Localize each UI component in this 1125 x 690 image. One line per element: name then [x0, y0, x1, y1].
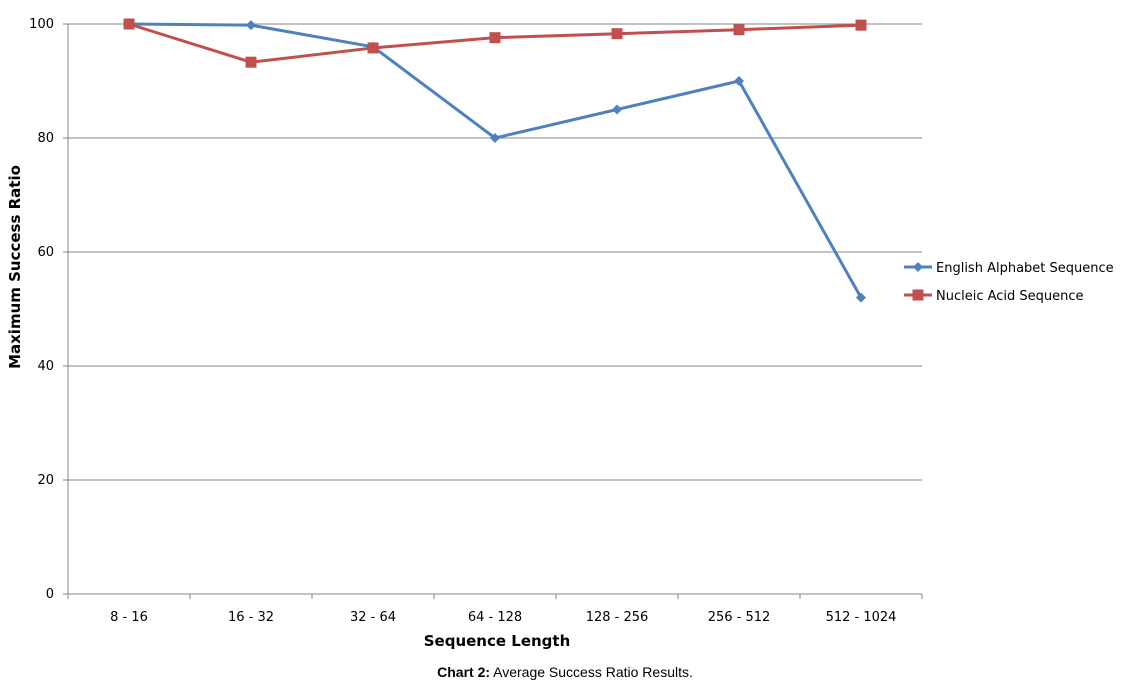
gridlines: [68, 23, 922, 481]
x-axis-title: Sequence Length: [424, 632, 571, 650]
caption-text: Average Success Ratio Results.: [490, 664, 693, 680]
legend-label: Nucleic Acid Sequence: [936, 289, 1084, 304]
data-point: [246, 20, 256, 31]
data-point: [734, 76, 744, 86]
series-line: [128, 22, 863, 299]
x-tick-label: 16 - 32: [228, 610, 274, 625]
data-point: [490, 133, 500, 143]
x-tick-labels: 8 - 16 16 - 32 32 - 64 64 - 128 128 - 256 256…: [110, 610, 896, 625]
data-point: [733, 24, 745, 36]
data-point: [123, 18, 135, 30]
series-nucleic-acid-sequence: [123, 18, 867, 68]
y-tick-label: 100: [29, 17, 54, 32]
series-lines: [123, 18, 867, 303]
series-english-alphabet-sequence: [124, 19, 866, 303]
legend-marker: [913, 262, 923, 272]
legend-marker: [912, 289, 924, 301]
x-tick-label: 256 - 512: [708, 610, 771, 625]
caption-label: Chart 2:: [437, 664, 491, 680]
legend-item-nucleic-acid-sequence: Nucleic Acid Sequence: [904, 289, 1084, 304]
y-tick-labels: 0 20 40 60 80 100: [29, 17, 54, 602]
data-point: [856, 292, 866, 303]
y-axis-title: Maximum Success Ratio: [6, 165, 24, 369]
y-tick-label: 60: [37, 245, 54, 260]
data-point: [245, 56, 257, 68]
data-point: [489, 32, 501, 44]
x-tick-label: 32 - 64: [350, 610, 396, 625]
x-tick-label: 512 - 1024: [826, 610, 897, 625]
data-point: [367, 42, 379, 54]
y-tick-label: 80: [37, 131, 54, 146]
legend: English Alphabet Sequence Nucleic Acid Se…: [904, 261, 1114, 304]
legend-item-english-alphabet-sequence: English Alphabet Sequence: [904, 261, 1114, 276]
data-point: [612, 104, 622, 115]
data-point: [855, 19, 867, 31]
y-tick-label: 40: [37, 359, 54, 374]
y-tick-label: 20: [37, 473, 54, 488]
axes: [63, 23, 923, 599]
legend-label: English Alphabet Sequence: [936, 261, 1114, 276]
chart-caption: Chart 2: Average Success Ratio Results.: [0, 664, 1125, 680]
x-tick-label: 8 - 16: [110, 610, 148, 625]
y-tick-label: 0: [46, 587, 54, 602]
x-tick-label: 64 - 128: [468, 610, 522, 625]
x-tick-label: 128 - 256: [586, 610, 649, 625]
data-point: [611, 28, 623, 40]
